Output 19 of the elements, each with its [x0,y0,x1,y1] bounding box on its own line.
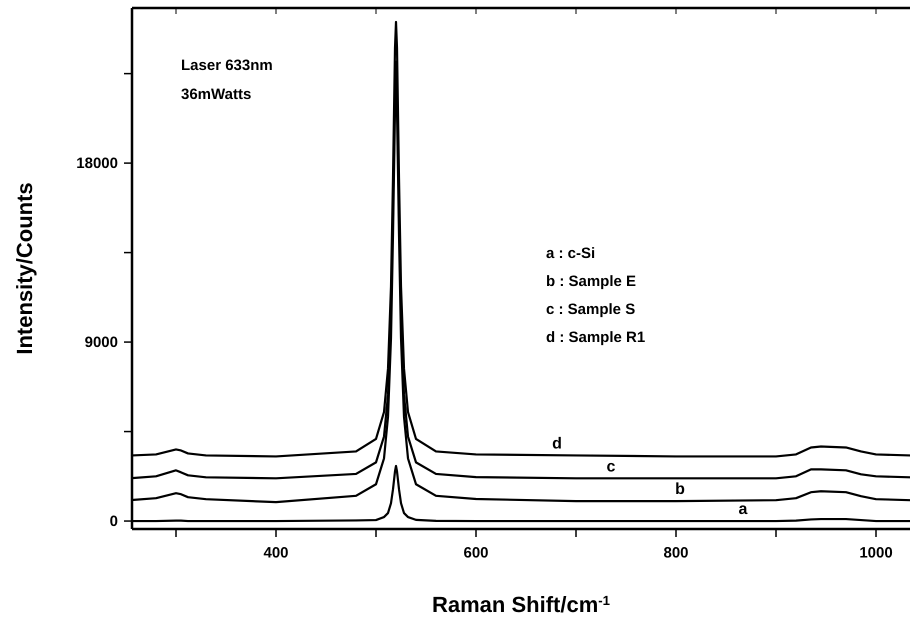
annotation: a [738,501,748,518]
annotation: b : Sample E [546,273,636,290]
annotation: 36mWatts [181,86,252,103]
annotation: c [606,458,616,476]
y-tick-label: 9000 [84,334,118,351]
annotation: a : c-Si [546,245,596,262]
y-axis-title: Intensity/Counts [12,182,37,355]
x-tick-label: 800 [663,544,689,562]
x-tick-label: 400 [263,544,289,562]
annotation: c : Sample S [546,301,636,318]
x-tick-label: 600 [463,544,489,562]
y-tick-label: 0 [110,512,118,530]
y-tick-label: 18000 [76,154,118,172]
annotation: Laser 633nm [181,57,273,74]
x-tick-label: 1000 [859,544,893,562]
x-axis-title: Raman Shift/cm$^{-1}$ [432,592,610,617]
annotation: d : Sample R1 [546,329,646,346]
annotation: b [675,481,686,498]
annotation: d [552,435,562,452]
